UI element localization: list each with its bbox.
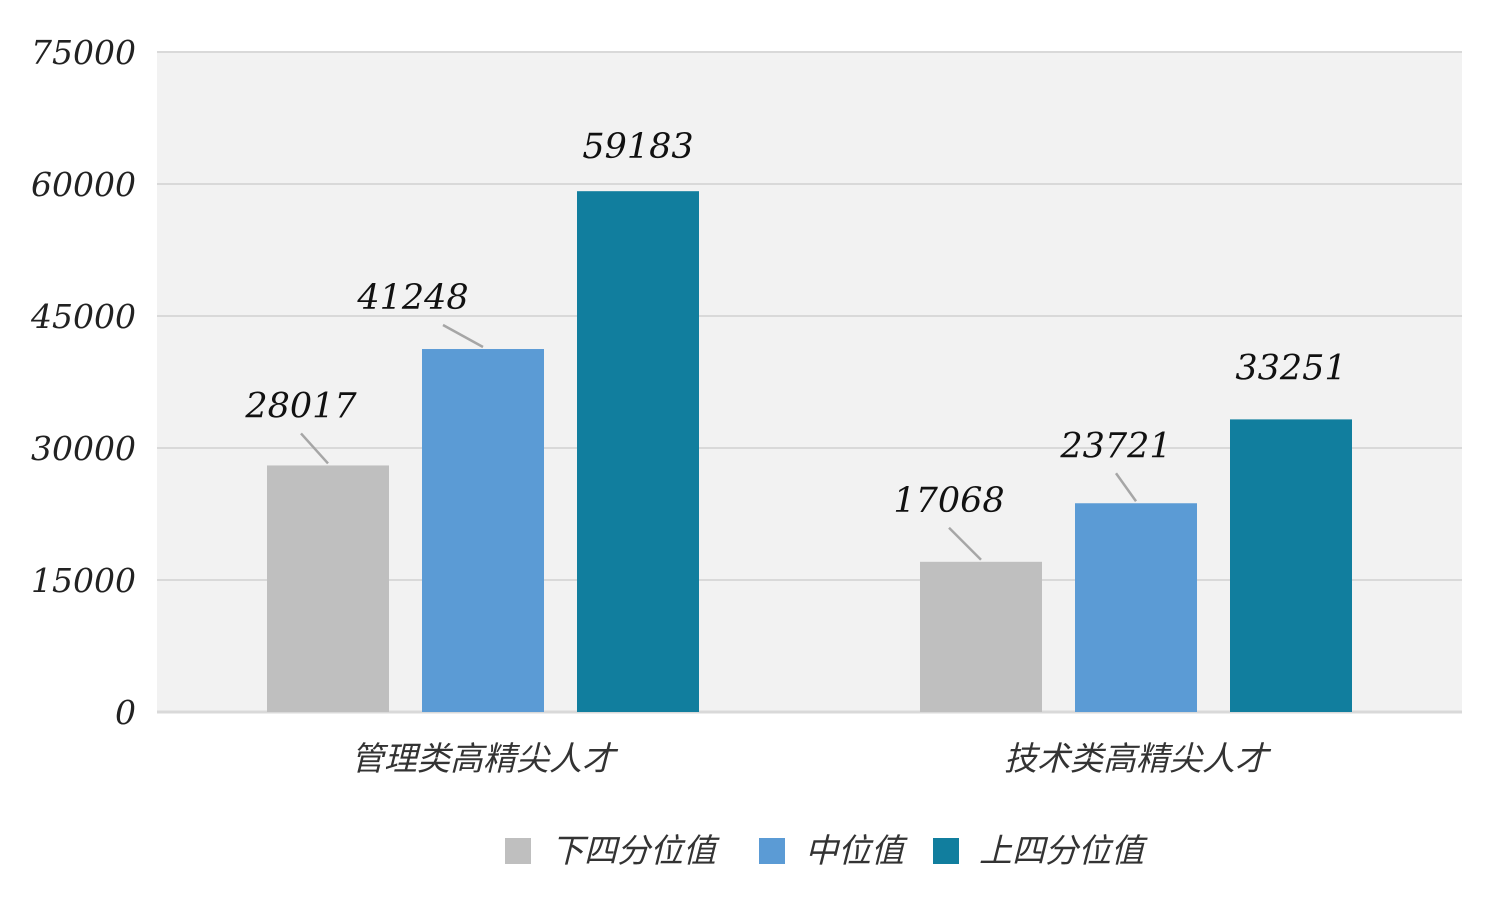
- y-tick-label: 60000: [31, 165, 136, 204]
- y-tick-label: 30000: [31, 429, 136, 468]
- data-label: 41248: [356, 278, 468, 318]
- bar: [1075, 503, 1197, 712]
- data-label: 28017: [244, 386, 357, 426]
- leader-line: [948, 526, 982, 561]
- leader-line: [300, 432, 329, 465]
- legend-swatch: [505, 838, 531, 864]
- leader-line: [442, 323, 484, 349]
- legend-label: 中位值: [805, 831, 908, 870]
- bar: [577, 191, 699, 713]
- legend-swatch: [933, 838, 959, 864]
- data-label: 17068: [893, 481, 1004, 521]
- leader-line: [1114, 472, 1138, 502]
- y-tick-label: 15000: [31, 561, 136, 600]
- y-tick-label: 75000: [31, 33, 136, 72]
- bar: [920, 561, 1042, 712]
- y-tick-label: 45000: [30, 297, 136, 336]
- legend-label: 下四分位值: [551, 831, 720, 870]
- bar: [422, 349, 544, 712]
- x-category-label: 管理类高精尖人才: [351, 739, 619, 778]
- x-category-label: 技术类高精尖人才: [1004, 739, 1272, 778]
- data-label: 33251: [1235, 348, 1346, 388]
- bar: [1230, 419, 1352, 712]
- data-label: 23721: [1059, 426, 1171, 466]
- legend-swatch: [759, 838, 785, 864]
- legend-label: 上四分位值: [979, 831, 1148, 870]
- data-label: 59183: [582, 127, 693, 167]
- bar: [267, 465, 389, 712]
- y-tick-label: 0: [115, 693, 136, 732]
